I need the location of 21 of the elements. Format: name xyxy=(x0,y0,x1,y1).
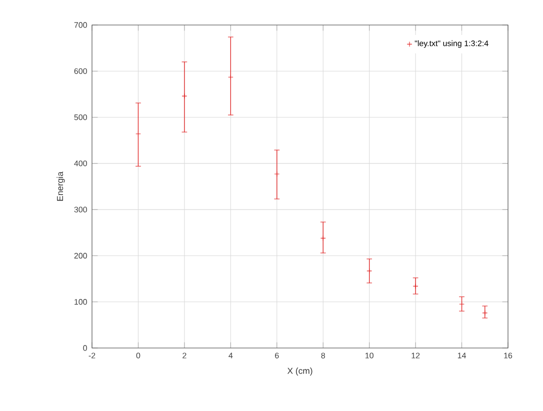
x-axis-title: X (cm) xyxy=(287,368,312,376)
y-tick-label: 700 xyxy=(74,22,87,28)
y-tick-label: 600 xyxy=(74,68,87,74)
x-tick-label: 0 xyxy=(136,352,140,358)
y-tick-label: 100 xyxy=(74,299,87,305)
y-tick-label: 500 xyxy=(74,114,87,120)
x-tick-label: 6 xyxy=(275,352,279,358)
x-tick-label: 2 xyxy=(182,352,186,358)
y-tick-label: 200 xyxy=(74,252,87,259)
x-tick-label: -2 xyxy=(88,352,96,358)
legend-label: "ley.txt" using 1:3:2:4 xyxy=(414,40,488,48)
y-tick-label: 300 xyxy=(74,206,87,212)
x-tick-label: 8 xyxy=(321,352,325,358)
x-tick-label: 14 xyxy=(458,352,466,358)
y-tick-label: 400 xyxy=(74,160,87,166)
x-tick-label: 16 xyxy=(504,352,512,358)
x-tick-label: 10 xyxy=(365,352,374,358)
x-tick-label: 12 xyxy=(412,352,420,358)
x-tick-label: 4 xyxy=(228,352,233,358)
y-axis-title: Energia xyxy=(56,172,65,201)
y-tick-label: 0 xyxy=(83,345,87,351)
